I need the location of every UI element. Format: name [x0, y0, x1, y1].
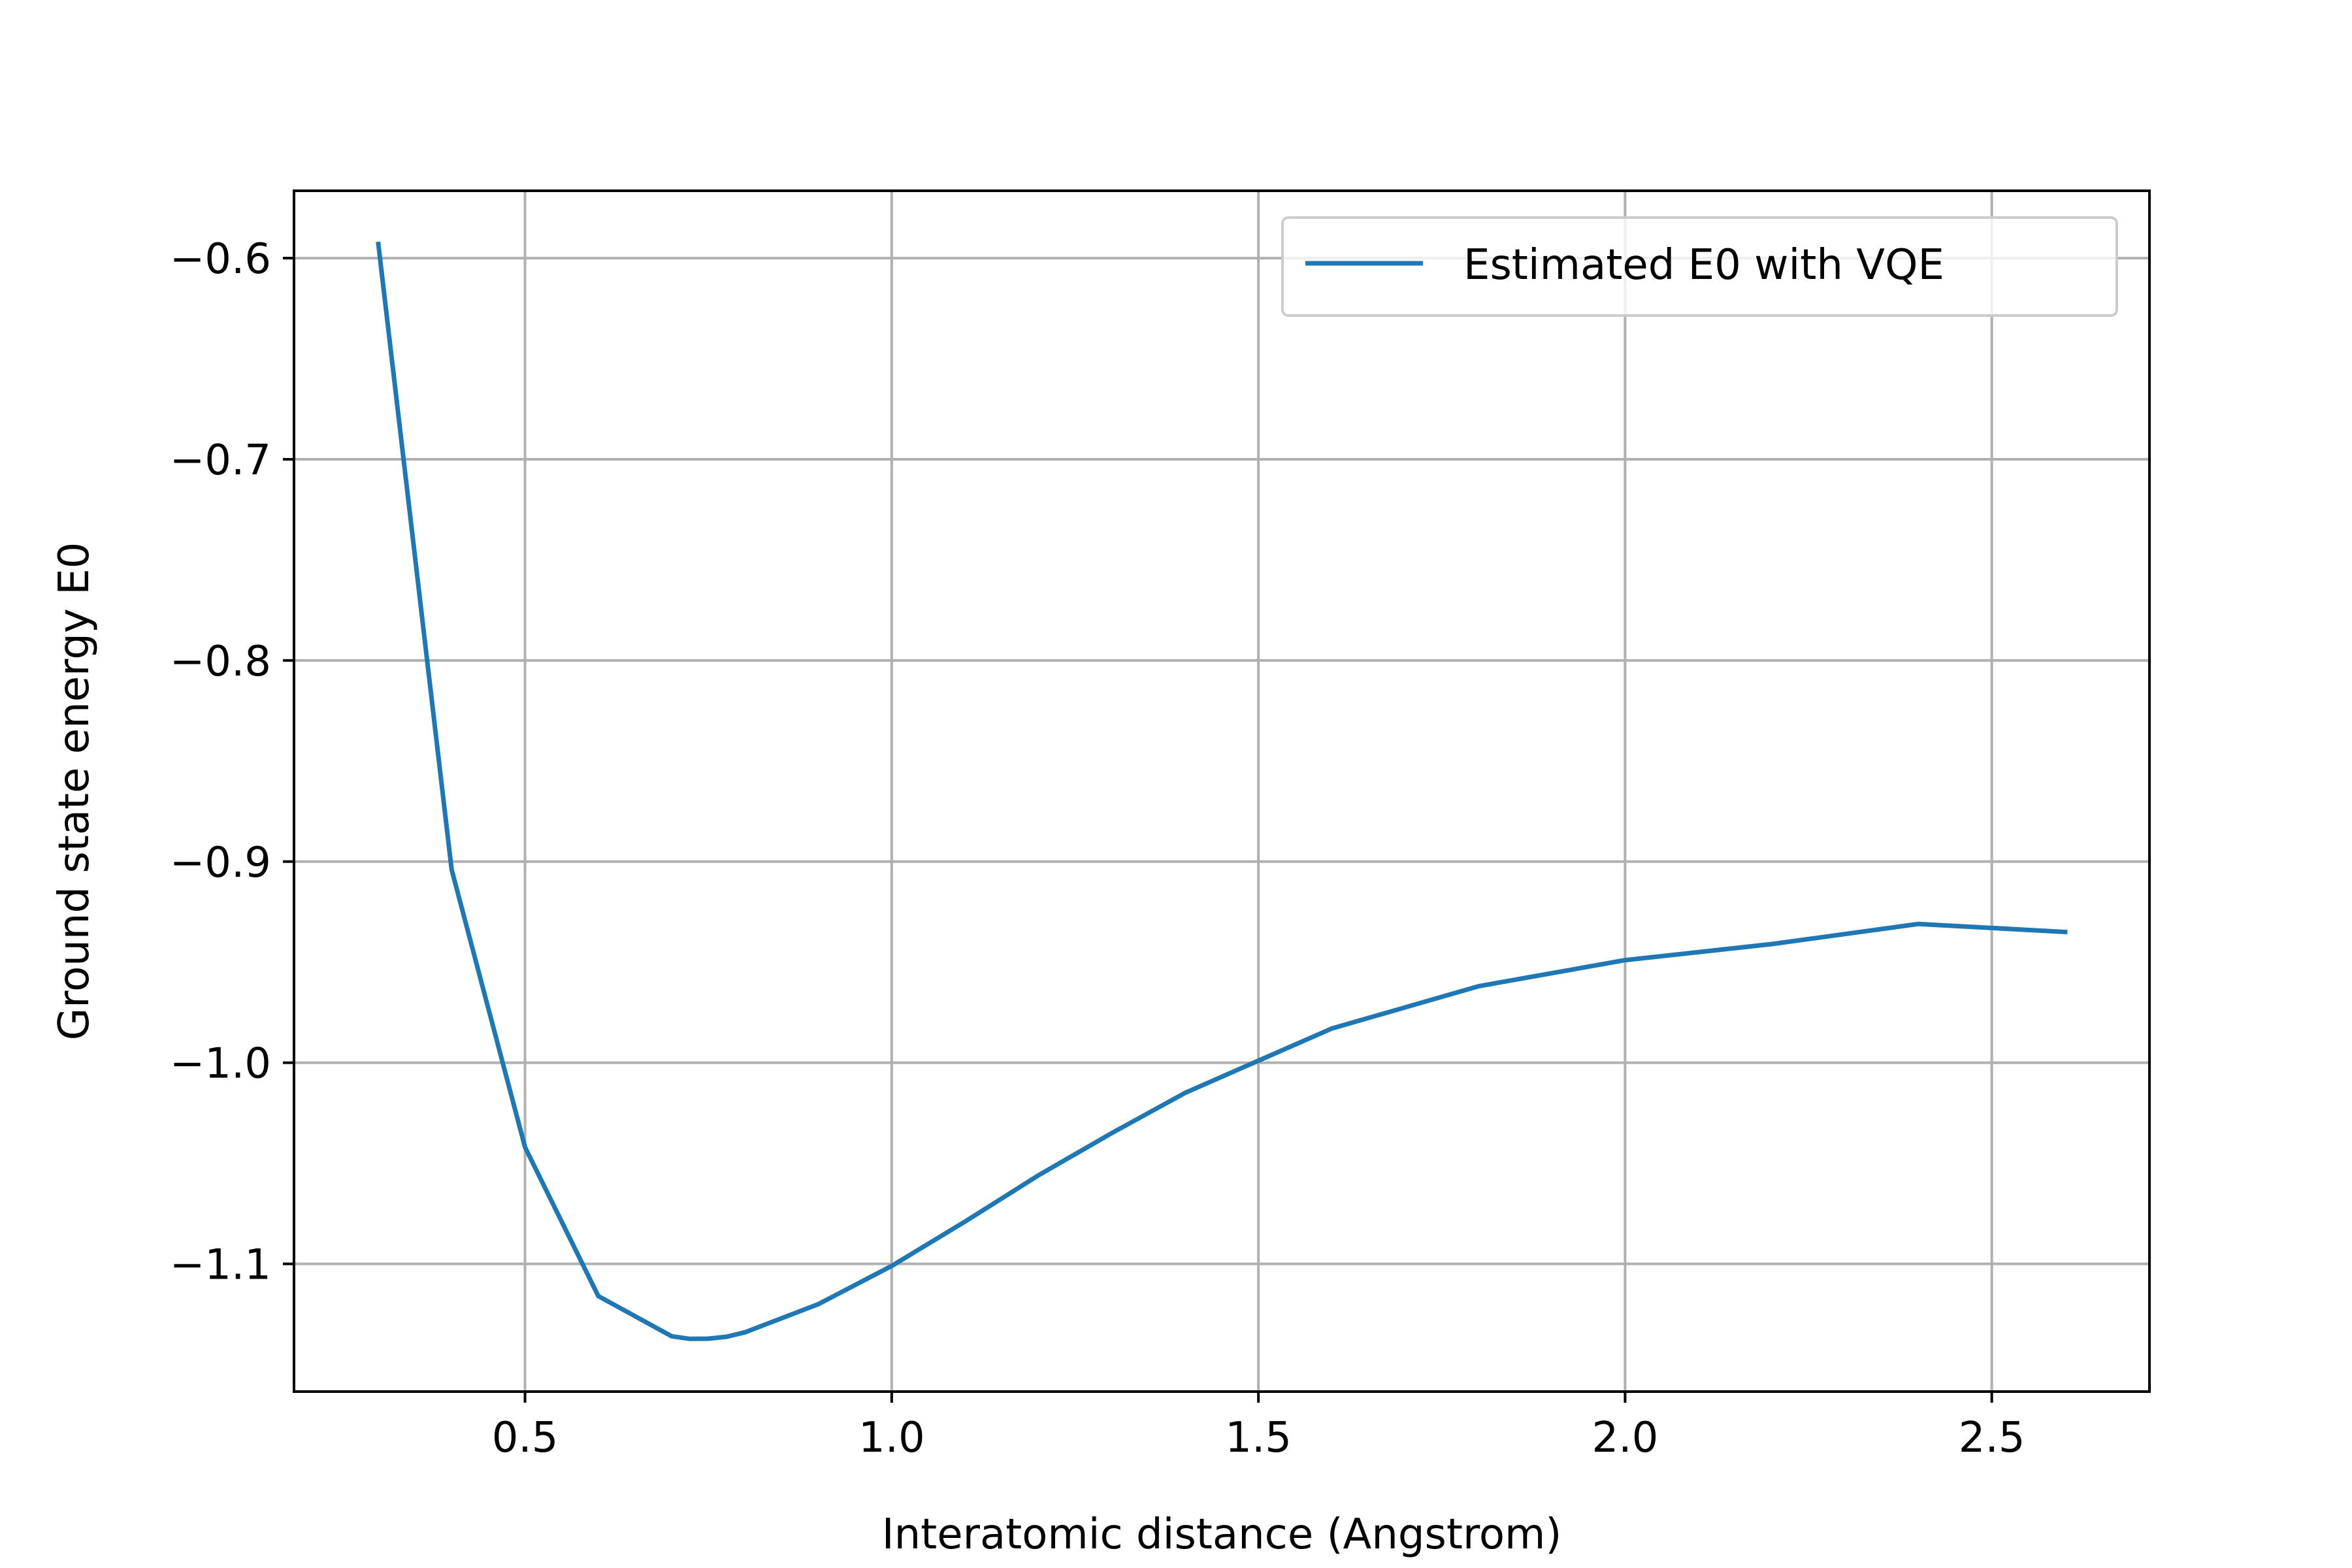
series-line — [376, 241, 2068, 1341]
axes-frame — [293, 189, 2151, 1393]
legend-box — [1281, 216, 2118, 317]
x-tick-label: 1.0 — [858, 1414, 925, 1462]
y-tick-label: −0.6 — [170, 235, 271, 284]
y-tick-label: −0.7 — [170, 436, 271, 485]
y-tick-label: −0.9 — [170, 839, 271, 887]
y-tick-label: −1.1 — [170, 1241, 271, 1290]
grid — [294, 191, 2149, 1392]
x-tick-label: 0.5 — [492, 1414, 559, 1462]
x-tick-label: 2.0 — [1592, 1414, 1659, 1462]
x-tick-label: 2.5 — [1959, 1414, 2025, 1462]
x-axis-label: Interatomic distance (Angstrom) — [882, 1511, 1562, 1559]
y-axis-ticks: −0.6 −0.7 −0.8 −0.9 −1.0 −1.1 — [170, 235, 294, 1290]
legend: Estimated E0 with VQE — [1281, 216, 2118, 317]
series-layer — [376, 241, 2068, 1341]
x-tick-label: 1.5 — [1225, 1414, 1292, 1462]
y-tick-label: −0.8 — [170, 638, 271, 686]
y-axis-label: Ground state energy E0 — [50, 542, 99, 1041]
legend-label: Estimated E0 with VQE — [1463, 241, 1944, 289]
x-axis-ticks: 0.5 1.0 1.5 2.0 2.5 — [492, 1392, 2025, 1462]
y-tick-label: −1.0 — [170, 1040, 271, 1088]
